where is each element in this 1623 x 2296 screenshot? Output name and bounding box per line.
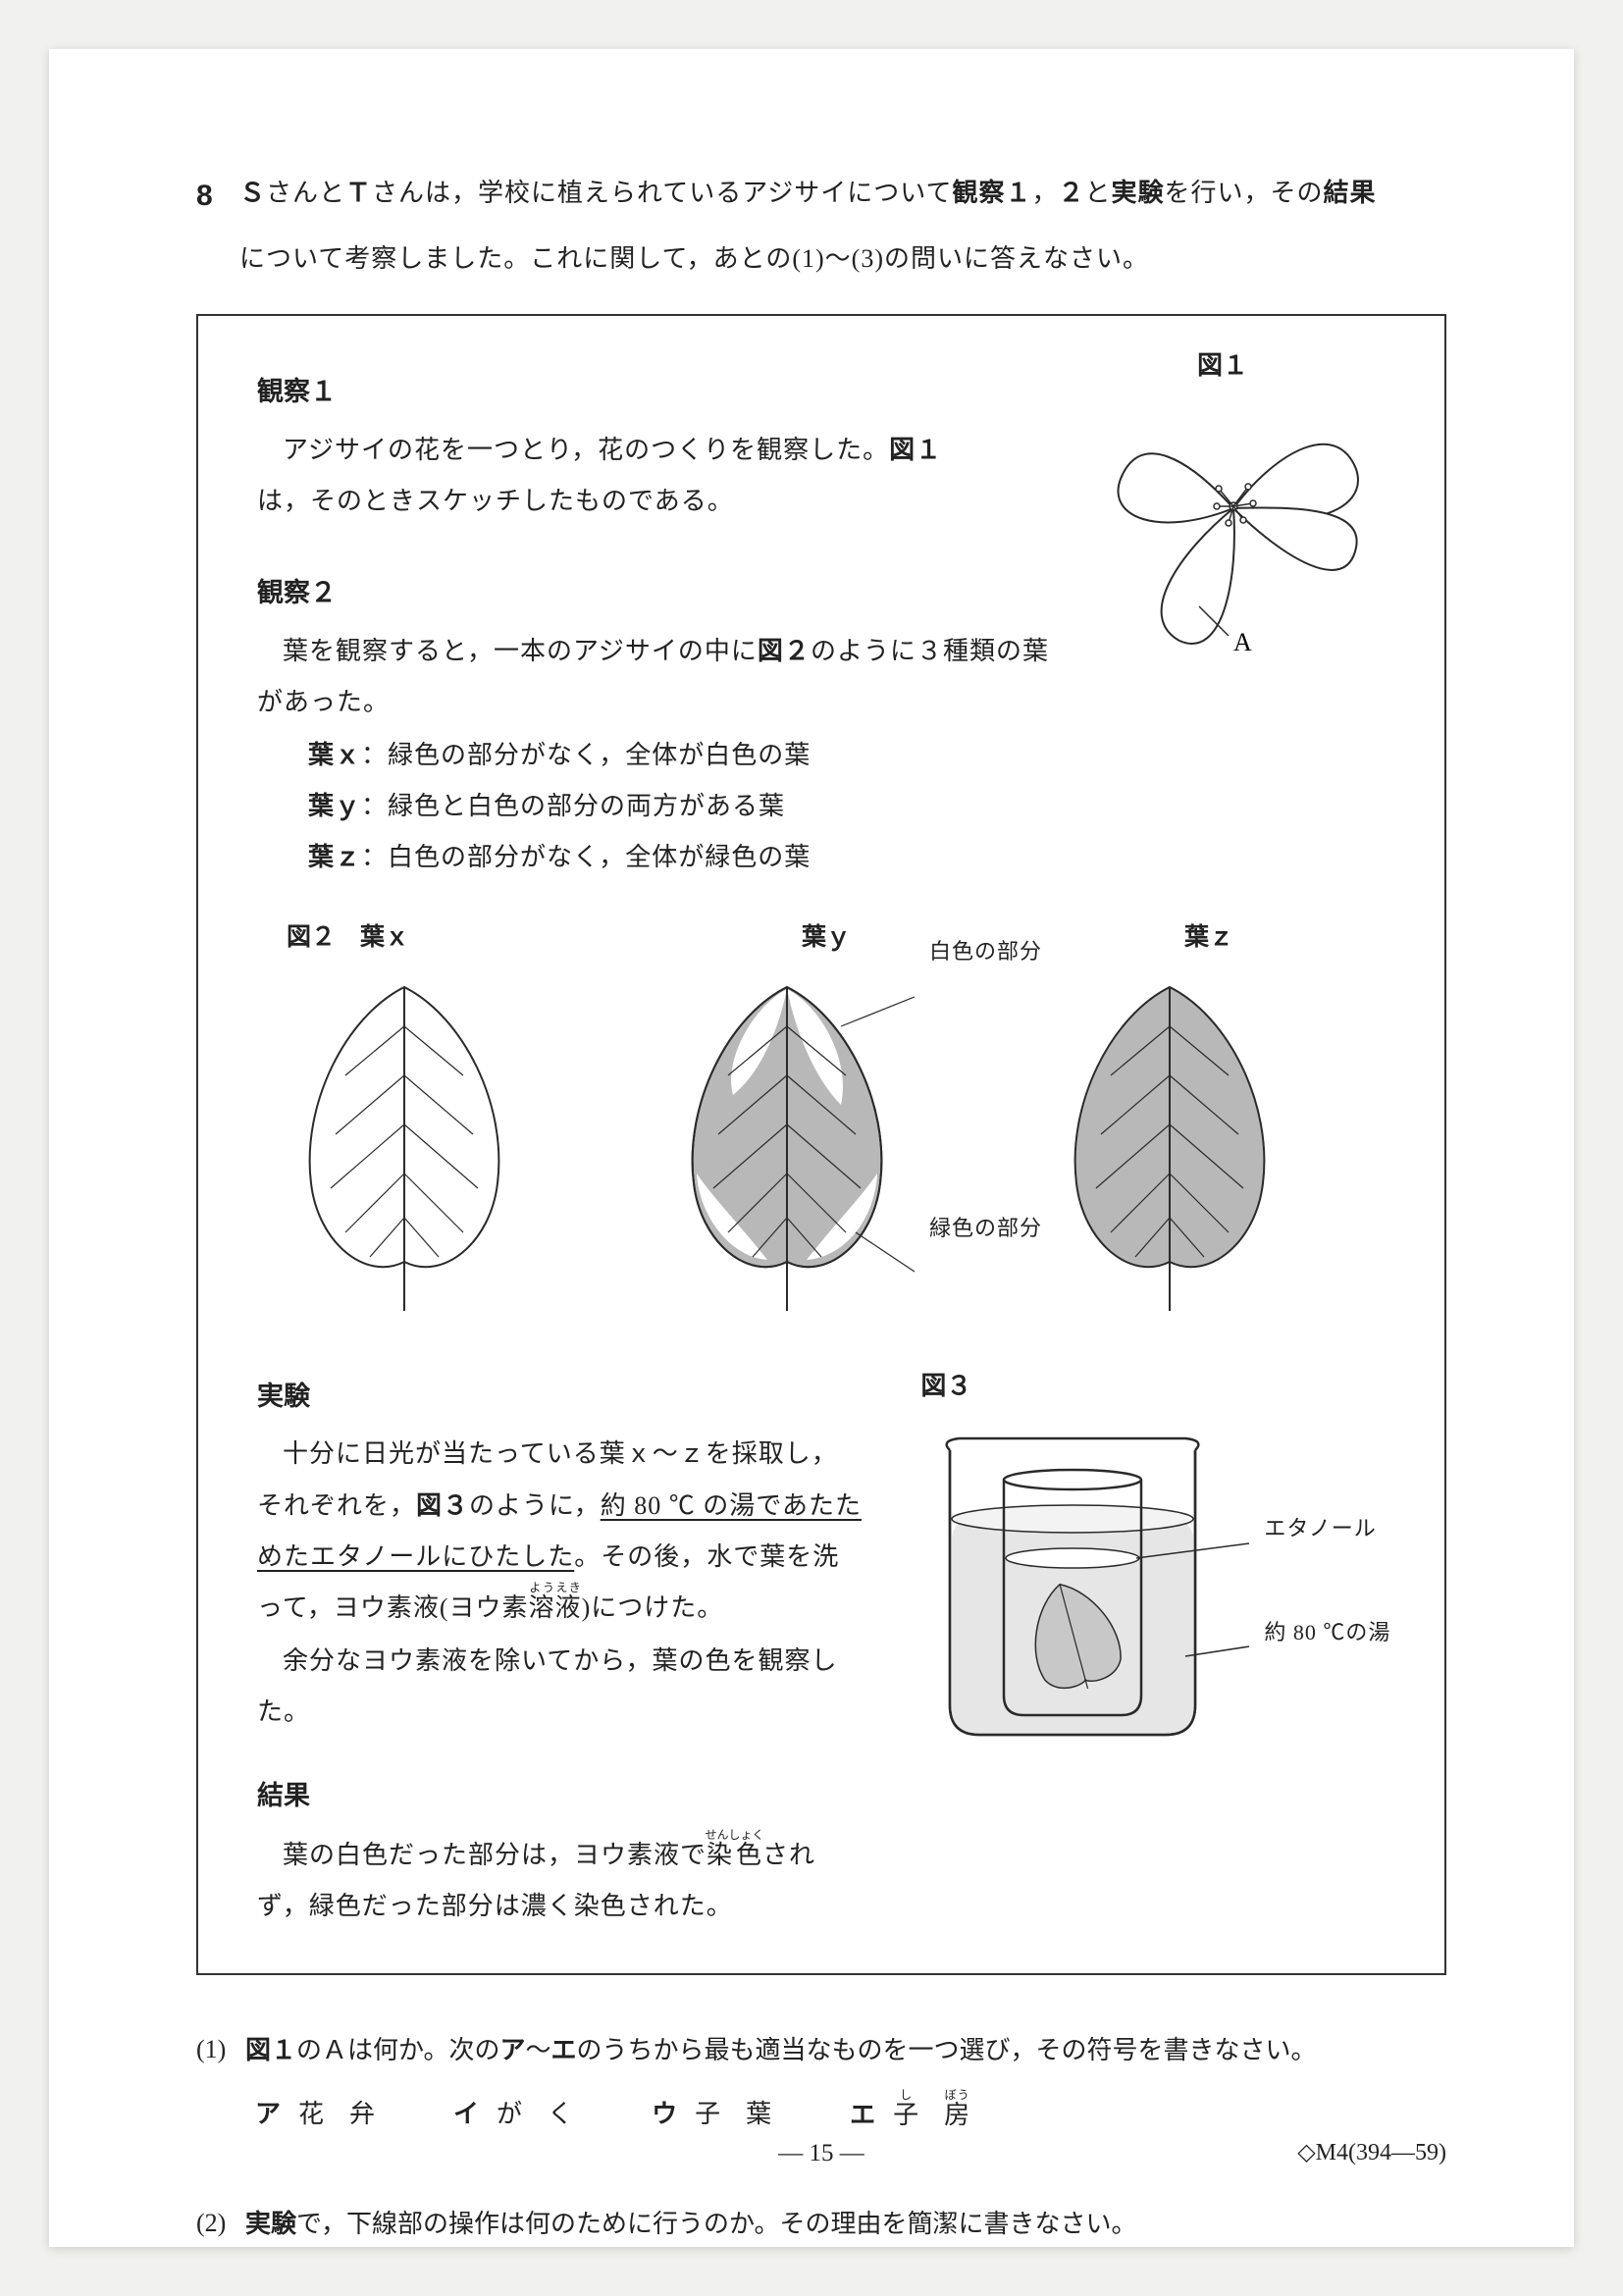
obs2-body: 葉を観察すると，一本のアジサイの中に図２のように３種類の葉があった。 <box>257 625 1062 728</box>
result-body: 葉の白色だった部分は，ヨウ素液で染色せんしょくされず，緑色だった部分は濃く染色さ… <box>257 1828 862 1932</box>
flower-svg: A <box>1081 391 1386 655</box>
result-title: 結果 <box>257 1769 862 1822</box>
leaf-x-def: 葉ｘ：緑色の部分がなく，全体が白色の葉 <box>308 730 1395 781</box>
experiment-row: 実験 十分に日光が当たっている葉ｘ～ｚを採取し，それぞれを，図３のように，約 8… <box>257 1360 1395 1934</box>
subq2-num: (2) <box>196 2198 245 2250</box>
page-number: — 15 — <box>778 2140 864 2166</box>
subq2-text: 実験で，下線部の操作は何のために行うのか。その理由を簡潔に書きなさい。 <box>245 2198 1136 2250</box>
subq1-text: 図１のＡは何か。次のア〜エのうちから最も適当なものを一つ選び，その符号を書きなさ… <box>245 2024 1317 2076</box>
leaf-x-svg <box>257 967 551 1321</box>
annot-ethanol: エタノール <box>1264 1507 1376 1550</box>
leaf-y-cell: 葉ｙ 白色の部分 緑色の部分 <box>640 913 1013 1321</box>
obs1-body: アジサイの花を一つとり，花のつくりを観察した。図１は，そのときスケッチしたもので… <box>257 424 964 527</box>
question-number: 8 <box>196 167 239 226</box>
experiment-text: 実験 十分に日光が当たっている葉ｘ～ｚを採取し，それぞれを，図３のように，約 8… <box>257 1360 862 1934</box>
leaf-y-def: 葉ｙ：緑色と白色の部分の両方がある葉 <box>308 781 1395 832</box>
experiment-p1: 十分に日光が当たっている葉ｘ～ｚを採取し，それぞれを，図３のように，約 80 ℃… <box>257 1429 862 1634</box>
beaker-svg <box>891 1411 1352 1764</box>
label-A: A <box>1233 628 1252 655</box>
observation-box: 図１ <box>196 314 1446 1975</box>
question-intro-line1: ＳさんとＴさんは，学校に植えられているアジサイについて観察１，２と実験を行い，そ… <box>239 167 1446 226</box>
subquestion-2: (2) 実験で，下線部の操作は何のために行うのか。その理由を簡潔に書きなさい。 <box>196 2198 1446 2250</box>
subq1-num: (1) <box>196 2024 245 2076</box>
leaf-z-cell: 葉ｚ <box>1022 913 1395 1321</box>
leaf-z-svg <box>1022 967 1317 1321</box>
experiment-title: 実験 <box>257 1370 862 1423</box>
figure-3-label: 図３ <box>920 1360 1395 1411</box>
footer-code: ◇M4(394―59) <box>1297 2129 1446 2176</box>
question-header: 8 ＳさんとＴさんは，学校に植えられているアジサイについて観察１，２と実験を行い… <box>196 167 1446 226</box>
subquestion-1: (1) 図１のＡは何か。次のア〜エのうちから最も適当なものを一つ選び，その符号を… <box>196 2024 1446 2076</box>
figure-3-wrap: 図３ <box>891 1360 1395 1934</box>
question-intro-line2: について考察しました。これに関して，あとの(1)〜(3)の問いに答えなさい。 <box>239 234 1446 285</box>
leaf-y-svg <box>640 967 934 1321</box>
experiment-p2: 余分なヨウ素液を除いてから，葉の色を観察した。 <box>257 1636 862 1738</box>
figure-2-row: 図２ 葉ｘ 葉ｙ <box>257 913 1395 1321</box>
leaf-x-cell: 図２ 葉ｘ <box>257 913 630 1321</box>
page-footer: — 15 — ◇M4(394―59) <box>196 2129 1446 2178</box>
exam-page: 8 ＳさんとＴさんは，学校に植えられているアジサイについて観察１，２と実験を行い… <box>49 49 1574 2247</box>
figure-1-wrap: 図１ <box>1081 339 1395 655</box>
annot-water: 約 80 ℃の湯 <box>1264 1611 1390 1654</box>
figure-1-label: 図１ <box>1081 339 1395 391</box>
leaf-z-def: 葉ｚ：白色の部分がなく，全体が緑色の葉 <box>308 832 1395 883</box>
